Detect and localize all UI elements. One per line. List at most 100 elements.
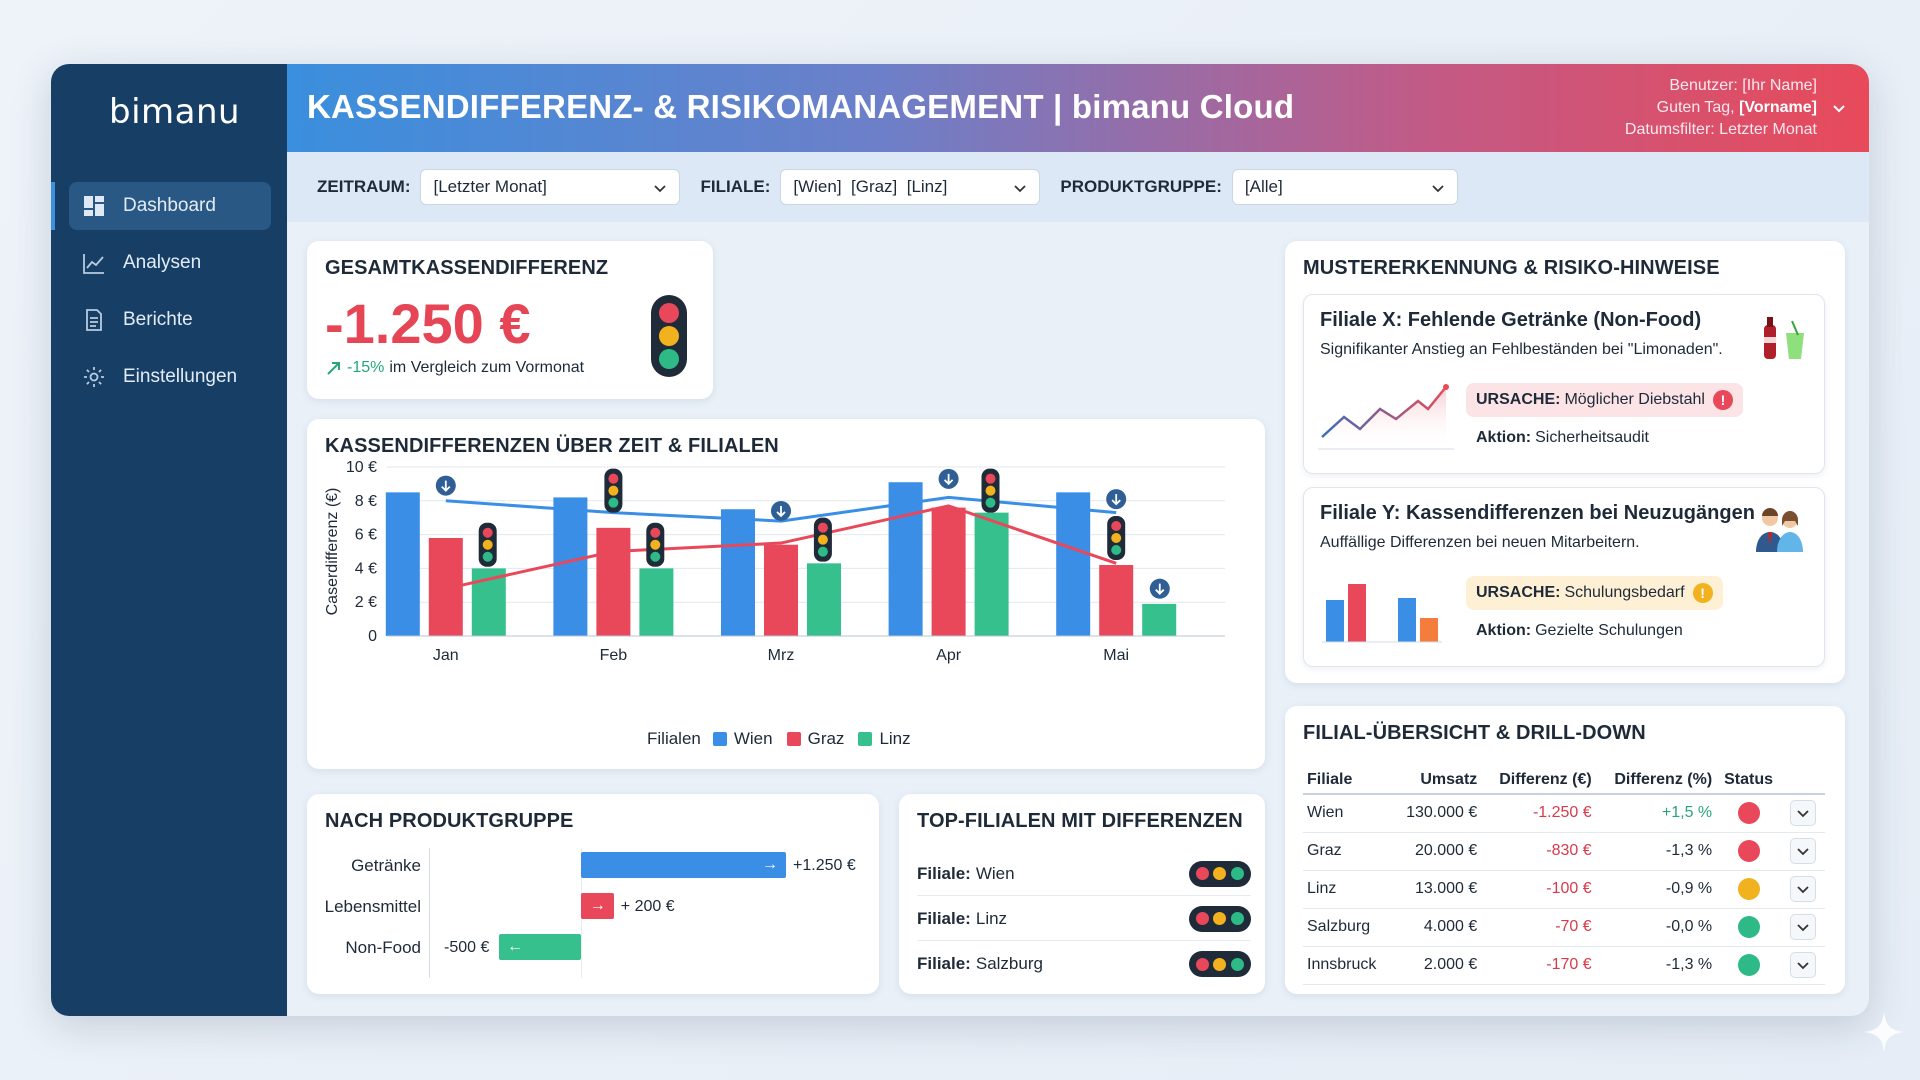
cell-differenz-euro: -70 € bbox=[1481, 908, 1596, 947]
sidebar-item-analysen[interactable]: Analysen bbox=[69, 239, 271, 287]
header: KASSENDIFFERENZ- & RISIKOMANAGEMENT | bi… bbox=[287, 64, 1869, 152]
traffic-light-icon bbox=[1189, 905, 1251, 932]
y-tick-label: 4 € bbox=[355, 560, 377, 577]
top-row-wien[interactable]: Filiale: Wien bbox=[917, 852, 1251, 896]
col-differenz-pct[interactable]: Differenz (%) bbox=[1595, 766, 1717, 795]
bar-graz-apr[interactable] bbox=[931, 507, 966, 636]
red-lamp bbox=[659, 302, 679, 323]
x-tick-label: Feb bbox=[600, 647, 628, 664]
traffic-light-icon bbox=[981, 468, 1000, 513]
row-name: Salzburg bbox=[975, 954, 1043, 973]
sidebar-item-berichte[interactable]: Berichte bbox=[69, 296, 271, 344]
download-marker-icon[interactable] bbox=[938, 468, 959, 489]
cell-umsatz: 130.000 € bbox=[1391, 794, 1482, 833]
cell-differenz-euro: -100 € bbox=[1481, 870, 1596, 909]
produkt-label: Non-Food bbox=[345, 938, 421, 957]
col-umsatz[interactable]: Umsatz bbox=[1391, 766, 1482, 795]
cell-status bbox=[1716, 946, 1781, 985]
row-prefix: Filiale: bbox=[917, 863, 971, 883]
table-row[interactable]: Graz 20.000 € -830 € -1,3 % bbox=[1303, 832, 1825, 871]
cell-umsatz: 20.000 € bbox=[1391, 832, 1482, 871]
download-marker-icon[interactable] bbox=[771, 500, 791, 521]
produkt-bar[interactable]: ← bbox=[499, 934, 581, 960]
bar-wien-feb[interactable] bbox=[553, 497, 588, 636]
traffic-light-icon bbox=[1189, 860, 1251, 887]
chevron-down-icon bbox=[654, 185, 667, 193]
col-filiale[interactable]: Filiale bbox=[1303, 766, 1392, 795]
yellow-lamp bbox=[1213, 912, 1227, 925]
bar-graz-mrz[interactable] bbox=[764, 544, 798, 636]
produkt-bar[interactable]: → bbox=[581, 852, 786, 878]
cell-status bbox=[1716, 832, 1781, 871]
sidebar-item-dashboard[interactable]: Dashboard bbox=[51, 182, 271, 230]
document-icon bbox=[81, 307, 107, 333]
download-marker-icon[interactable] bbox=[1106, 489, 1127, 510]
drill-down-button[interactable] bbox=[1790, 876, 1816, 902]
pattern-card-getraenke[interactable]: Filiale X: Fehlende Getränke (Non-Food) … bbox=[1303, 294, 1825, 474]
top-filialen-card: TOP-FILIALEN MIT DIFFERENZEN Filiale: Wie… bbox=[899, 794, 1265, 994]
status-dot bbox=[1737, 878, 1760, 900]
action-label: Aktion: bbox=[1476, 429, 1532, 446]
filiale-select[interactable]: [Wien] [Graz] [Linz] bbox=[780, 169, 1041, 205]
chevron-down-icon[interactable] bbox=[1831, 100, 1847, 116]
bar-wien-mai[interactable] bbox=[1056, 492, 1091, 636]
bar-linz-mai[interactable] bbox=[1142, 603, 1177, 636]
traffic-light-icon bbox=[646, 522, 665, 567]
x-tick-label: Mrz bbox=[768, 647, 795, 664]
pattern-card-neuzugaenge[interactable]: Filiale Y: Kassendifferenzen bei Neuzugä… bbox=[1303, 487, 1825, 667]
col-differenz-euro[interactable]: Differenz (€) bbox=[1481, 766, 1596, 795]
bar-graz-feb[interactable] bbox=[596, 527, 631, 636]
cell-filiale: Graz bbox=[1303, 832, 1392, 871]
filter-bar: ZEITRAUM: [Letzter Monat] FILIALE: [Wien… bbox=[287, 152, 1869, 222]
sidebar-item-label: Einstellungen bbox=[123, 366, 238, 387]
table-row[interactable]: Wien 130.000 € -1.250 € +1,5 % bbox=[1303, 794, 1825, 833]
kpi-card: GESAMTKASSENDIFFERENZ -1.250 € -15% im V… bbox=[307, 241, 713, 399]
red-lamp bbox=[1196, 957, 1210, 971]
logo: bimanu bbox=[109, 92, 241, 132]
cell-umsatz: 13.000 € bbox=[1391, 870, 1482, 909]
bar-linz-apr[interactable] bbox=[974, 512, 1009, 636]
bar-graz-mai[interactable] bbox=[1099, 565, 1134, 636]
legend-item-wien: Wien bbox=[712, 729, 773, 749]
cause-label: URSACHE: bbox=[1476, 584, 1561, 601]
row-prefix: Filiale: bbox=[917, 954, 971, 973]
traffic-light-icon bbox=[651, 295, 687, 377]
top-row-salzburg[interactable]: Filiale: Salzburg bbox=[917, 942, 1251, 986]
produktgruppe-select[interactable]: [Alle] bbox=[1231, 169, 1458, 205]
trend-line-icon bbox=[1318, 384, 1454, 450]
y-tick-label: 8 € bbox=[355, 493, 377, 510]
download-marker-icon[interactable] bbox=[435, 475, 456, 496]
top-row-linz[interactable]: Filiale: Linz bbox=[917, 897, 1251, 941]
drinks-icon bbox=[1764, 317, 1804, 359]
cause-text: Möglicher Diebstahl bbox=[1564, 391, 1705, 408]
bar-linz-mrz[interactable] bbox=[807, 563, 841, 636]
green-lamp bbox=[1230, 957, 1244, 971]
drill-down-button[interactable] bbox=[1790, 952, 1816, 978]
x-tick-label: Jan bbox=[433, 647, 459, 664]
cell-drill bbox=[1781, 794, 1825, 833]
sidebar-item-einstellungen[interactable]: Einstellungen bbox=[69, 353, 271, 401]
col-status[interactable]: Status bbox=[1716, 766, 1781, 795]
drill-down-button[interactable] bbox=[1790, 838, 1816, 864]
table-row[interactable]: Linz 13.000 € -100 € -0,9 % bbox=[1303, 870, 1825, 909]
drill-down-button[interactable] bbox=[1790, 800, 1816, 827]
bar-wien-jan[interactable] bbox=[385, 492, 420, 636]
produkt-value: -500 € bbox=[444, 939, 490, 956]
produkt-bar[interactable]: → bbox=[581, 893, 614, 919]
zeitraum-label: ZEITRAUM: bbox=[317, 177, 411, 196]
table-body: Wien 130.000 € -1.250 € +1,5 % Graz 20.000 € -… bbox=[1303, 794, 1825, 985]
table-row[interactable]: Salzburg 4.000 € -70 € -0,0 % bbox=[1303, 908, 1825, 947]
yellow-lamp bbox=[1213, 867, 1227, 880]
zeitraum-select[interactable]: [Letzter Monat] bbox=[420, 169, 681, 205]
bar-linz-feb[interactable] bbox=[639, 568, 674, 636]
kpi-change: -15% im Vergleich zum Vormonat bbox=[325, 359, 584, 377]
bar-wien-apr[interactable] bbox=[888, 482, 923, 636]
drill-down-button[interactable] bbox=[1790, 914, 1816, 940]
chart-legend: Filialen Wien Graz Linz bbox=[647, 729, 925, 749]
bar-wien-mrz[interactable] bbox=[721, 509, 755, 636]
y-tick-label: 2 € bbox=[355, 594, 377, 611]
traffic-light-icon bbox=[1107, 515, 1126, 560]
download-marker-icon[interactable] bbox=[1149, 578, 1170, 599]
action-text: Aktion: Gezielte Schulungen bbox=[1476, 622, 1683, 640]
table-row[interactable]: Innsbruck 2.000 € -170 € -1,3 % bbox=[1303, 946, 1825, 985]
